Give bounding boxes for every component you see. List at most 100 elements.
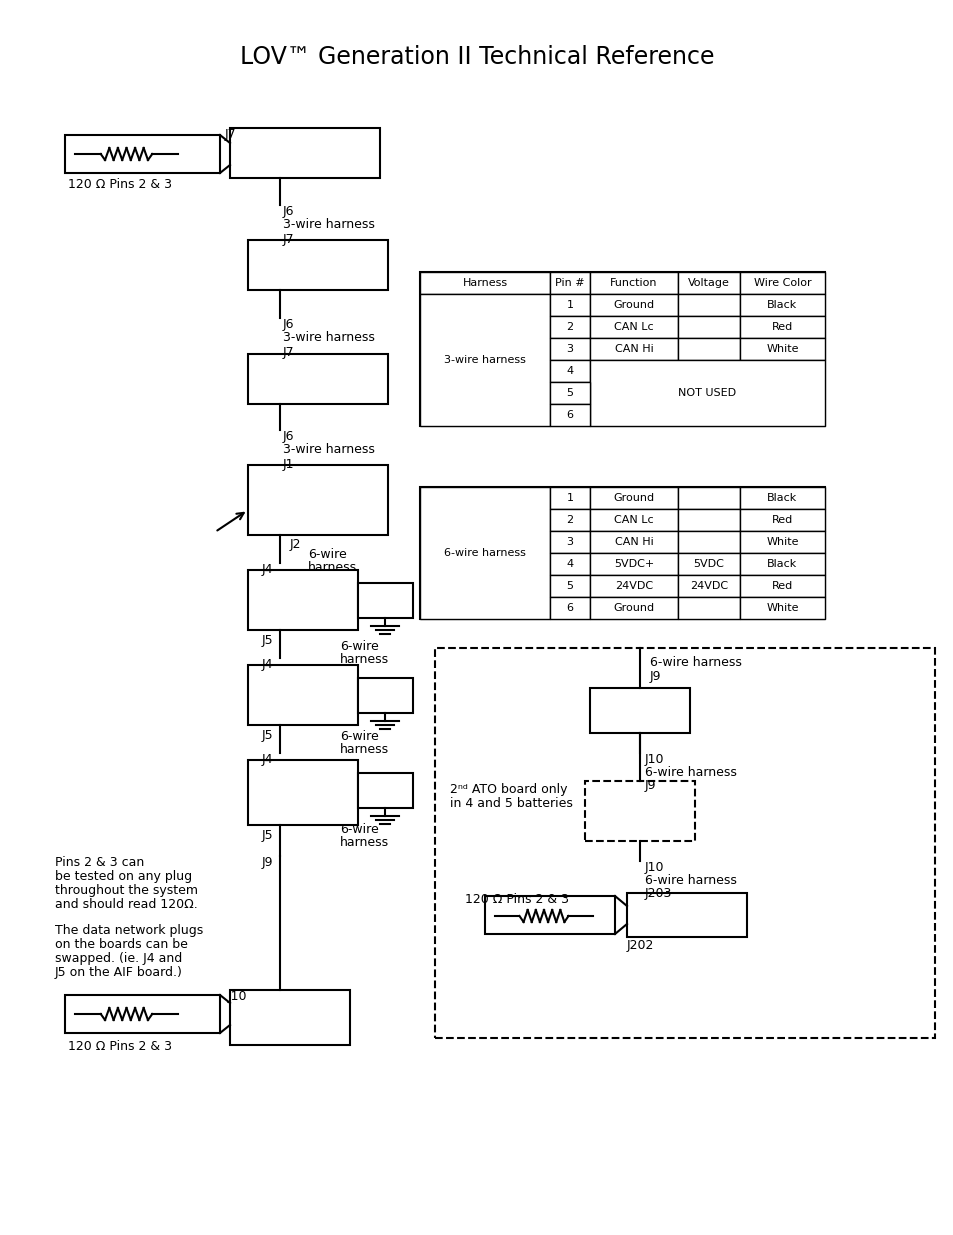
Bar	[357, 773, 413, 808]
Text: 6-wire: 6-wire	[308, 548, 346, 561]
Text: 3-wire harness: 3-wire harness	[283, 443, 375, 456]
Text: Ground: Ground	[613, 603, 654, 613]
Bar	[419, 487, 550, 619]
Text: White: White	[765, 345, 798, 354]
Bar	[484, 897, 615, 934]
Text: and should read 120Ω.: and should read 120Ω.	[55, 898, 197, 911]
Bar	[740, 531, 824, 553]
Bar	[740, 553, 824, 576]
Text: 3: 3	[566, 537, 573, 547]
Bar	[248, 240, 388, 290]
Bar	[740, 487, 824, 509]
Text: 2: 2	[566, 515, 573, 525]
Bar	[550, 531, 589, 553]
Bar	[678, 597, 740, 619]
Bar	[550, 272, 589, 294]
Bar	[589, 316, 678, 338]
Bar	[678, 531, 740, 553]
Text: harness: harness	[339, 653, 389, 666]
Text: White: White	[765, 537, 798, 547]
Bar	[589, 487, 678, 509]
Bar	[65, 995, 220, 1032]
Bar	[589, 294, 678, 316]
Bar	[678, 487, 740, 509]
Text: 5VDC: 5VDC	[693, 559, 723, 569]
Text: 6-wire harness: 6-wire harness	[644, 766, 736, 779]
Text: harness: harness	[308, 561, 356, 574]
Bar	[550, 509, 589, 531]
Bar	[248, 466, 388, 535]
Text: Red: Red	[771, 322, 792, 332]
Text: 6-wire: 6-wire	[339, 730, 378, 743]
Bar	[589, 338, 678, 359]
Bar	[419, 272, 824, 426]
Text: J6: J6	[283, 430, 294, 443]
Text: NOT USED: NOT USED	[678, 388, 736, 398]
Text: J7: J7	[283, 233, 294, 246]
Text: Black: Black	[766, 493, 797, 503]
Bar	[550, 404, 589, 426]
Text: CAN Lc: CAN Lc	[614, 515, 653, 525]
Bar	[589, 272, 678, 294]
Bar	[584, 781, 695, 841]
Text: J4: J4	[262, 753, 274, 766]
Bar	[230, 128, 379, 178]
Text: Black: Black	[766, 559, 797, 569]
Bar	[589, 531, 678, 553]
Text: harness: harness	[339, 836, 389, 848]
Bar	[65, 135, 220, 173]
Bar	[678, 509, 740, 531]
Bar	[357, 678, 413, 713]
Bar	[550, 576, 589, 597]
Text: in 4 and 5 batteries: in 4 and 5 batteries	[450, 797, 572, 810]
Text: 6-wire harness: 6-wire harness	[644, 874, 736, 887]
Bar	[419, 272, 550, 294]
Text: 5: 5	[566, 580, 573, 592]
Text: Harness: Harness	[462, 278, 507, 288]
Text: CAN Hi: CAN Hi	[614, 345, 653, 354]
Text: Red: Red	[771, 515, 792, 525]
Text: on the boards can be: on the boards can be	[55, 939, 188, 951]
Text: J203: J203	[644, 887, 672, 900]
Text: 6: 6	[566, 603, 573, 613]
Text: Ground: Ground	[613, 300, 654, 310]
Text: swapped. (ie. J4 and: swapped. (ie. J4 and	[55, 952, 182, 965]
Bar	[740, 316, 824, 338]
Bar	[550, 553, 589, 576]
Bar	[550, 359, 589, 382]
Bar	[589, 509, 678, 531]
Bar	[589, 576, 678, 597]
Bar	[589, 359, 824, 426]
Bar	[740, 597, 824, 619]
Text: 6: 6	[566, 410, 573, 420]
Text: 2: 2	[566, 322, 573, 332]
Text: 24VDC: 24VDC	[615, 580, 653, 592]
Text: 4: 4	[566, 366, 573, 375]
Bar	[678, 338, 740, 359]
Bar	[550, 294, 589, 316]
Text: 5: 5	[566, 388, 573, 398]
Text: 6-wire: 6-wire	[339, 640, 378, 653]
Text: Voltage: Voltage	[687, 278, 729, 288]
Bar	[589, 553, 678, 576]
Text: CAN Lc: CAN Lc	[614, 322, 653, 332]
Bar	[550, 338, 589, 359]
Bar	[550, 487, 589, 509]
Text: Function: Function	[610, 278, 657, 288]
Text: J7: J7	[283, 346, 294, 359]
Text: J6: J6	[283, 205, 294, 219]
Text: 1: 1	[566, 493, 573, 503]
Text: 120 Ω Pins 2 & 3: 120 Ω Pins 2 & 3	[68, 178, 172, 191]
Text: be tested on any plug: be tested on any plug	[55, 869, 192, 883]
Text: Wire Color: Wire Color	[753, 278, 810, 288]
Bar	[435, 648, 934, 1037]
Text: Pin #: Pin #	[555, 278, 584, 288]
Bar	[230, 990, 350, 1045]
Text: J5 on the AIF board.): J5 on the AIF board.)	[55, 966, 183, 979]
Bar	[419, 487, 824, 619]
Text: Red: Red	[771, 580, 792, 592]
Text: J2: J2	[290, 538, 301, 551]
Text: 6-wire harness: 6-wire harness	[443, 548, 525, 558]
Text: 5VDC+: 5VDC+	[613, 559, 654, 569]
Text: 120 Ω Pins 2 & 3: 120 Ω Pins 2 & 3	[68, 1040, 172, 1053]
